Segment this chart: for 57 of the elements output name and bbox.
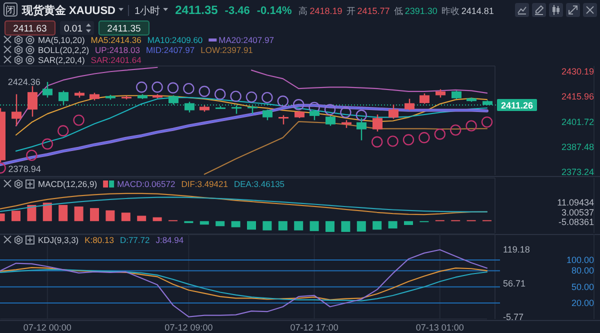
text: MA5:2414.36: [90, 35, 142, 45]
chart-subtitle: 1小时: [134, 5, 160, 17]
text: 低: [394, 6, 403, 16]
text: 2411.35: [107, 24, 141, 34]
y-tick-label: 50.00: [571, 282, 594, 292]
y-tick-label: 11.09434: [557, 198, 594, 208]
text: -0.14%: [256, 5, 292, 17]
y-tick-label: 20.00: [571, 298, 594, 308]
text: K:80.13: [84, 235, 114, 245]
y-tick-label: 2387.48: [561, 142, 594, 152]
text: SAR(2,20,4): [38, 55, 85, 65]
x-tick-label: 07-13 01:00: [416, 322, 464, 332]
annotation: 2378.94: [8, 164, 41, 174]
text: LOW:2397.91: [200, 45, 254, 55]
text: 2411.35: [175, 3, 218, 17]
text: D:77.72: [120, 235, 150, 245]
y-tick-label: 2373.24: [561, 167, 594, 178]
text: 2418.19: [310, 6, 342, 16]
y-tick-label: 3.00537: [561, 207, 594, 218]
annotation: KDJ(9,3,3): [38, 235, 79, 245]
series-label: UP:2418.03: [95, 45, 140, 55]
chart-title: 现货黄金 XAUUSD: [21, 4, 116, 17]
text: BOLL(20,2,2): [38, 45, 90, 55]
series-label: DIF:3.49421: [181, 179, 228, 189]
y-tick-label: 2430.19: [561, 66, 594, 77]
annotation: MACD(12,26,9): [38, 179, 98, 189]
text: 闭: [6, 4, 16, 16]
y-tick-label: 100.00: [566, 254, 594, 265]
text: MID:2407.97: [146, 45, 195, 55]
y-tick-label: 80.00: [571, 266, 594, 276]
text: 2415.77: [357, 6, 390, 16]
text: 开: [346, 6, 356, 16]
x-tick-label: 07-12 00:00: [23, 322, 72, 332]
text: 2414.81: [461, 6, 494, 16]
text: J:84.94: [156, 235, 184, 245]
text: SAR:2401.64: [90, 55, 142, 65]
ref-line-label: 2411.26: [500, 100, 534, 110]
legend-label: MACD:0.06572: [117, 179, 176, 189]
text: 2411.63: [13, 24, 47, 34]
legend-label: MA20:2407.97: [218, 35, 274, 45]
text: 119.18: [503, 244, 530, 255]
text: 0.01: [64, 24, 82, 34]
text: 高: [298, 6, 308, 16]
series-label: DEA:3.46135: [234, 179, 285, 189]
y-tick-label: -5.08361: [558, 216, 594, 227]
text: MA(5,10,20): [38, 35, 85, 45]
text: -5.77: [503, 312, 524, 322]
text: -3.46: [224, 5, 250, 17]
y-tick-label: 2401.72: [561, 116, 594, 127]
text: 2391.30: [404, 6, 438, 16]
text: 56.71: [503, 278, 526, 288]
y-tick-label: 2415.96: [561, 92, 594, 102]
text: 昨收: [441, 6, 460, 16]
x-tick-label: 07-12 17:00: [290, 322, 338, 332]
x-tick-label: 07-12 09:00: [164, 322, 213, 332]
text: MA10:2409.60: [147, 35, 203, 45]
annotation: 2424.36: [8, 76, 40, 87]
